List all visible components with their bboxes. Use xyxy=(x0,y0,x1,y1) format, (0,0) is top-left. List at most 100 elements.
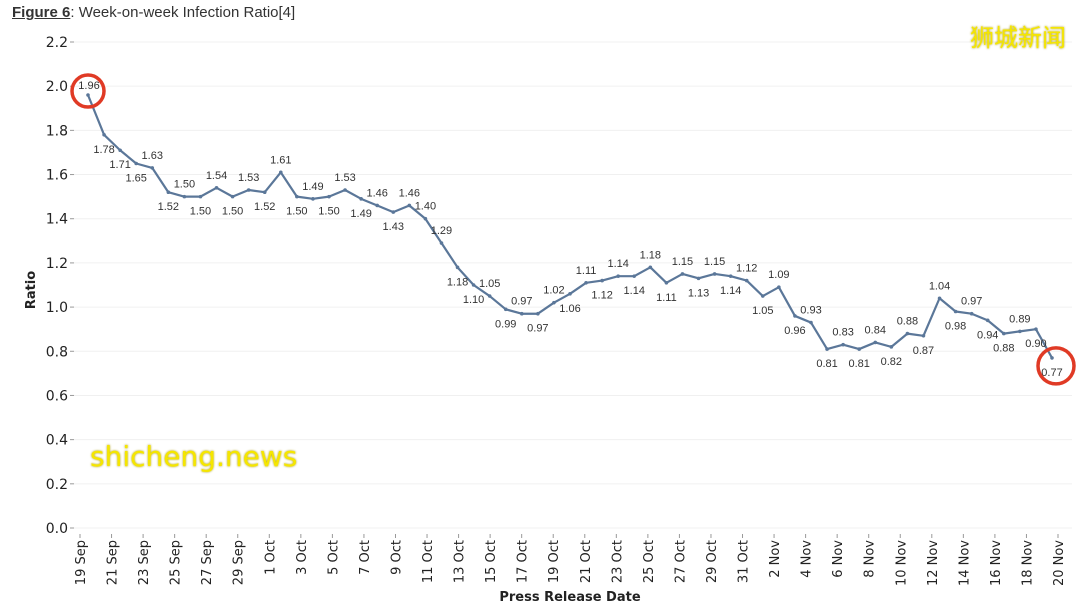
data-label: 0.94 xyxy=(977,329,998,341)
data-point xyxy=(150,166,155,170)
data-label: 1.46 xyxy=(366,187,387,199)
x-tick-label: 18 Nov xyxy=(1020,540,1035,586)
data-label: 1.13 xyxy=(688,287,709,299)
data-label: 0.87 xyxy=(913,345,934,357)
data-label: 1.29 xyxy=(431,225,452,237)
y-tick-label: 2.0 xyxy=(46,79,68,95)
x-tick-label: 6 Nov xyxy=(831,540,846,578)
data-label: 1.18 xyxy=(447,276,468,288)
highlight-circles xyxy=(70,73,1076,386)
data-label: 1.53 xyxy=(334,172,355,184)
data-label: 0.96 xyxy=(784,325,805,337)
data-label: 1.46 xyxy=(399,187,420,199)
data-point xyxy=(246,188,251,192)
data-label: 1.53 xyxy=(238,172,259,184)
data-label: 0.88 xyxy=(897,316,918,328)
data-label: 1.96 xyxy=(78,80,99,92)
data-label: 1.78 xyxy=(93,144,114,156)
data-label: 0.82 xyxy=(881,356,902,368)
data-point xyxy=(664,280,669,285)
data-label: 0.90 xyxy=(1025,338,1046,350)
data-point xyxy=(584,280,588,285)
data-point xyxy=(503,307,508,312)
data-point xyxy=(616,274,620,278)
y-tick-label: 1.0 xyxy=(46,300,68,316)
y-axis-label: Ratio xyxy=(24,271,39,309)
data-point xyxy=(777,285,781,290)
x-tick-label: 21 Sep xyxy=(106,540,121,585)
data-label: 1.12 xyxy=(736,263,757,275)
watermark-cn: 狮城新闻 xyxy=(970,24,1066,52)
data-label: 0.81 xyxy=(848,358,869,370)
y-tick-label: 0.8 xyxy=(46,344,68,360)
data-label: 1.49 xyxy=(350,208,371,220)
figure-title-text: : Week-on-week Infection Ratio[4] xyxy=(70,4,296,21)
figure-label: Figure 6 xyxy=(12,4,71,21)
x-tick-label: 17 Oct xyxy=(516,540,531,583)
data-point xyxy=(953,309,958,314)
highlight-circle-last xyxy=(1036,346,1076,386)
highlight-circle-first xyxy=(70,73,106,109)
data-labels: 1.96 1.78 1.71 1.65 1.63 1.52 1.50 1.50 1.54 1.50… xyxy=(78,80,1062,379)
data-label: 1.61 xyxy=(270,154,291,166)
data-label: 1.52 xyxy=(254,201,275,213)
data-label: 0.88 xyxy=(993,343,1014,355)
watermark-en: shicheng.news xyxy=(90,440,298,473)
data-point xyxy=(214,186,219,190)
data-point xyxy=(841,342,845,347)
x-tick-label: 1 Oct xyxy=(263,540,278,575)
x-tick-label: 3 Oct xyxy=(295,540,310,575)
data-point xyxy=(600,278,604,283)
y-tick-label: 1.2 xyxy=(46,256,68,272)
data-label: 1.18 xyxy=(640,249,661,261)
data-label: 0.97 xyxy=(961,296,982,308)
data-label: 1.02 xyxy=(543,285,564,297)
y-tick-label: 0.4 xyxy=(46,433,68,449)
data-point xyxy=(182,194,187,199)
data-point xyxy=(1002,331,1006,336)
x-tick-label: 4 Nov xyxy=(800,540,815,578)
data-label: 0.77 xyxy=(1041,367,1062,379)
data-label: 1.49 xyxy=(302,181,323,193)
x-tick-label: 8 Nov xyxy=(863,540,878,578)
data-label: 0.97 xyxy=(511,296,532,308)
data-point xyxy=(134,161,138,166)
y-tick-label: 1.8 xyxy=(46,123,68,139)
data-point xyxy=(696,276,701,281)
data-label: 1.50 xyxy=(286,206,307,218)
x-tick-label: 5 Oct xyxy=(326,540,341,575)
y-tick-label: 0.2 xyxy=(46,477,68,493)
data-point xyxy=(487,294,492,298)
data-point xyxy=(407,203,412,208)
data-label: 1.05 xyxy=(752,305,773,317)
data-point xyxy=(343,188,347,192)
y-tick-label: 1.6 xyxy=(46,168,68,184)
data-point xyxy=(102,132,106,137)
y-axis: 0.0 0.2 0.4 0.6 0.8 1.0 1.2 1.4 1.6 1.8 2.0 2.2 xyxy=(46,35,74,537)
x-tick-label: 7 Oct xyxy=(358,540,373,575)
x-tick-label: 11 Oct xyxy=(421,540,436,583)
data-point xyxy=(423,216,428,221)
data-point xyxy=(118,148,122,153)
data-point xyxy=(744,278,749,283)
figure-title: Figure 6: Week-on-week Infection Ratio[4… xyxy=(12,4,295,21)
data-label: 1.52 xyxy=(158,201,179,213)
x-tick-label: 21 Oct xyxy=(579,540,594,583)
x-tick-label: 25 Sep xyxy=(169,540,184,585)
data-point xyxy=(889,345,894,349)
data-label: 1.15 xyxy=(704,256,725,268)
data-label: 1.04 xyxy=(929,280,950,292)
data-label: 1.10 xyxy=(463,294,484,306)
data-label: 1.15 xyxy=(672,256,693,268)
data-point xyxy=(520,311,524,316)
data-point xyxy=(921,334,926,338)
data-point xyxy=(391,210,396,214)
data-point xyxy=(262,190,267,195)
data-point xyxy=(937,296,942,301)
data-point xyxy=(375,203,380,208)
data-label: 1.71 xyxy=(109,159,130,171)
data-point xyxy=(279,170,283,175)
data-point xyxy=(1050,356,1054,360)
data-point xyxy=(86,93,90,97)
data-label: 0.81 xyxy=(816,358,837,370)
